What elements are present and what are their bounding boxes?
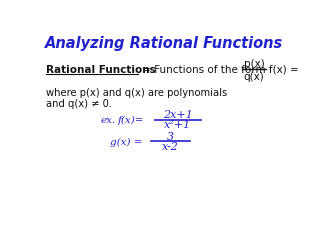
Text: where p(x) and q(x) are polynomials: where p(x) and q(x) are polynomials — [46, 88, 228, 98]
Text: and q(x) ≠ 0.: and q(x) ≠ 0. — [46, 99, 112, 109]
Text: f(x)=: f(x)= — [117, 116, 144, 125]
Text: q(x): q(x) — [244, 72, 264, 82]
Text: x-2: x-2 — [162, 142, 179, 152]
Text: = Functions of the form f(x) =: = Functions of the form f(x) = — [139, 65, 299, 75]
Text: x²+1: x²+1 — [164, 120, 192, 130]
Text: g(x) =: g(x) = — [110, 138, 142, 147]
Text: Rational Functions: Rational Functions — [46, 65, 156, 75]
Text: Analyzing Rational Functions: Analyzing Rational Functions — [45, 36, 283, 51]
Text: ex.: ex. — [100, 116, 116, 125]
Text: 2x+1: 2x+1 — [163, 110, 193, 120]
Text: p(x): p(x) — [244, 59, 264, 68]
Text: 3: 3 — [167, 132, 174, 142]
